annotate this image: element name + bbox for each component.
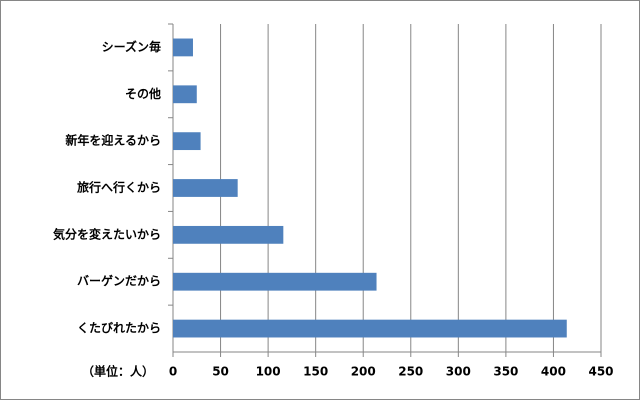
x-tick-label: 300 <box>446 365 471 379</box>
y-tick-label: 気分を変えたいから <box>53 226 161 241</box>
x-tick-label: 250 <box>398 365 423 379</box>
y-tick-label: 旅行へ行くから <box>77 180 161 195</box>
x-tick-label: 150 <box>303 365 328 379</box>
x-tick-label: 100 <box>256 365 281 379</box>
bar <box>173 132 201 151</box>
bar <box>173 38 193 57</box>
x-tick-label: 0 <box>169 365 177 379</box>
bar <box>173 272 377 291</box>
x-tick-label: 450 <box>588 365 613 379</box>
bar <box>173 225 284 244</box>
y-tick-label: バーゲンだから <box>77 273 161 288</box>
bar <box>173 179 238 197</box>
x-tick-label: 200 <box>351 365 376 379</box>
bar <box>173 85 197 104</box>
y-tick-label: シーズン毎 <box>102 39 161 54</box>
y-tick-label: くたびれたから <box>77 320 161 335</box>
x-tick-label: 400 <box>541 365 566 379</box>
x-tick-label: 50 <box>212 365 229 379</box>
bar <box>173 319 567 338</box>
x-axis-label: （単位：人） <box>82 364 154 379</box>
x-tick-label: 350 <box>493 365 518 379</box>
y-tick-label: その他 <box>125 86 161 101</box>
y-tick-label: 新年を迎えるから <box>65 133 161 148</box>
